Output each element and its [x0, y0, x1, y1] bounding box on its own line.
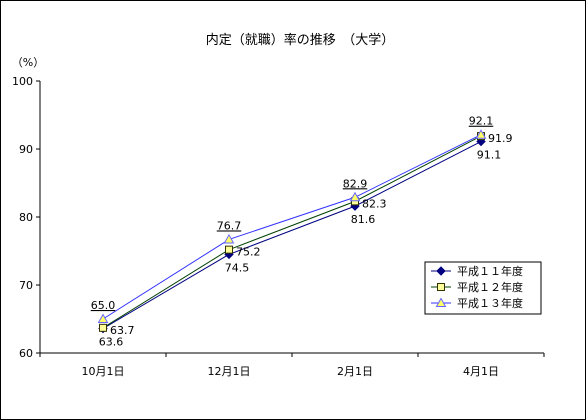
legend-swatch-marker	[437, 283, 445, 291]
y-tick-label: 100	[12, 75, 33, 88]
y-axis-label: （%）	[12, 56, 44, 69]
y-tick-label: 70	[19, 279, 33, 292]
series-line-2	[102, 135, 482, 329]
legend-swatch-marker	[436, 266, 446, 276]
x-tick-label: 12月1日	[208, 365, 251, 378]
data-label-series-1: 91.1	[477, 149, 502, 162]
legend-entry-label: 平成１３年度	[457, 296, 523, 310]
data-label-series-3: 76.7	[217, 219, 242, 232]
series-line-1	[102, 141, 482, 329]
data-point-series-3	[223, 233, 235, 244]
legend-swatch-marker	[435, 297, 447, 307]
series-line-3	[102, 134, 482, 320]
data-point-series-3	[475, 129, 487, 139]
legend-entry-label: 平成１２年度	[457, 280, 523, 294]
data-label-series-1: 74.5	[225, 261, 250, 274]
data-label-series-2: 75.2	[236, 246, 261, 259]
data-point-series-3	[97, 313, 109, 323]
data-label-series-2: 91.9	[488, 132, 513, 145]
x-tick-label: 10月1日	[82, 365, 125, 378]
data-label-series-2: 82.3	[362, 197, 387, 210]
y-tick-label: 60	[19, 347, 33, 360]
data-point-series-3	[349, 191, 361, 202]
chart-title: 内定（就職）率の推移 （大学）	[206, 32, 395, 48]
data-label-series-1: 81.6	[351, 213, 376, 226]
data-label-series-3: 82.9	[343, 177, 368, 190]
data-point-series-2	[225, 245, 233, 254]
data-label-series-3: 65.0	[91, 299, 116, 312]
plot-area: 60 70 80 90 100 10月1日 12月1日 2月1日 4月1日 63.6 74.5 81.…	[12, 75, 545, 378]
legend-entry-label: 平成１１年度	[457, 264, 523, 278]
y-tick-label: 90	[19, 143, 33, 156]
x-tick-label: 2月1日	[337, 365, 373, 378]
x-tick-label: 4月1日	[463, 365, 499, 378]
data-label-series-2: 63.7	[110, 324, 135, 337]
data-label-series-3: 92.1	[469, 115, 494, 128]
data-point-series-2	[99, 323, 107, 332]
y-tick-label: 80	[19, 211, 33, 224]
data-label-series-1: 63.6	[99, 336, 124, 349]
